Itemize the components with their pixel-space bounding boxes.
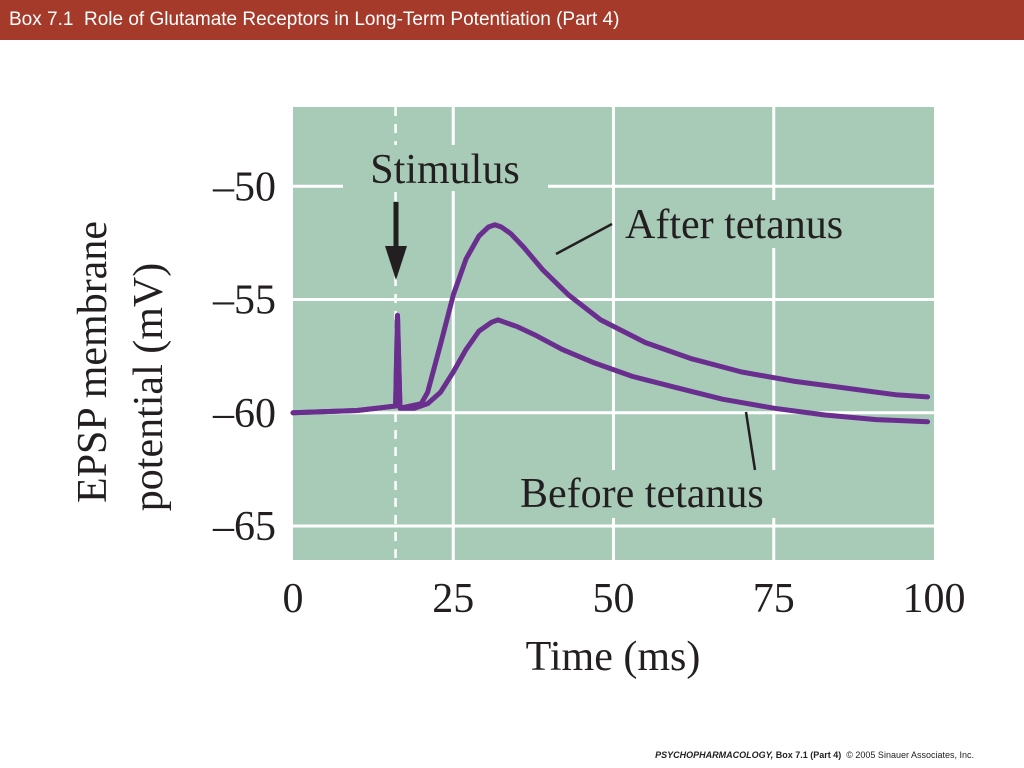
- epsp-line-chart: Stimulus After tetanus Before tetanus –50 –5…: [70, 107, 966, 680]
- slide-title: Box 7.1 Role of Glutamate Receptors in L…: [0, 0, 1024, 40]
- x-tick-label-100: 100: [903, 576, 966, 622]
- before-tetanus-leader: [744, 411, 757, 471]
- y-tick-label-65: –65: [212, 504, 276, 550]
- series-line-before-tetanus: [290, 312, 931, 425]
- footer-book-title: PSYCHOPHARMACOLOGY,: [655, 750, 774, 760]
- stimulus-label-backdrop: [343, 145, 548, 191]
- y-axis-title-line-1: EPSP membrane: [70, 221, 116, 503]
- after-tetanus-label: After tetanus: [625, 202, 843, 248]
- x-tick-label-50: 50: [593, 576, 635, 622]
- after-tetanus-leader: [555, 222, 613, 256]
- x-tick-label-25: 25: [432, 576, 474, 622]
- after-label-backdrop: [619, 200, 914, 248]
- x-tick-label-0: 0: [283, 576, 304, 622]
- y-tick-label-60: –60: [212, 391, 276, 437]
- footer-copyright: © 2005 Sinauer Associates, Inc.: [841, 750, 974, 760]
- before-tetanus-label: Before tetanus: [520, 471, 764, 517]
- stimulus-arrow-head: [385, 246, 407, 280]
- x-axis-title: Time (ms): [526, 634, 701, 680]
- y-axis-title-line-2: potential (mV): [126, 263, 172, 511]
- footer-part: Box 7.1 (Part 4): [773, 750, 842, 760]
- y-tick-label-50: –50: [212, 164, 276, 210]
- footer-credit: PSYCHOPHARMACOLOGY, Box 7.1 (Part 4) © 2…: [655, 750, 974, 760]
- x-tick-label-75: 75: [753, 576, 795, 622]
- y-tick-label-55: –55: [212, 278, 276, 324]
- stimulus-label: Stimulus: [370, 147, 519, 193]
- before-label-backdrop: [514, 470, 836, 518]
